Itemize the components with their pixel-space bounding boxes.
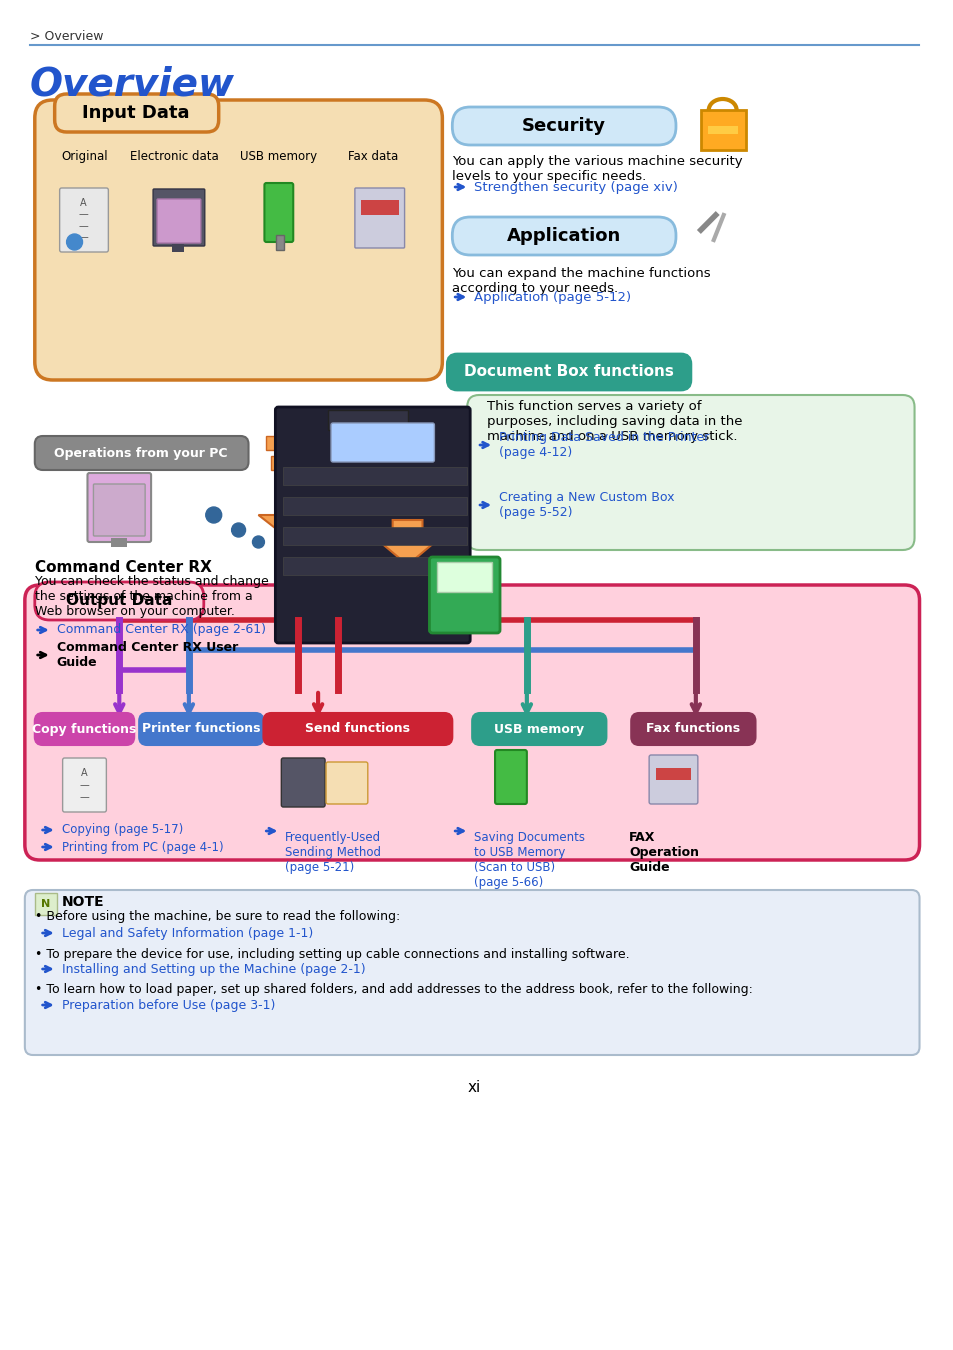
Bar xyxy=(707,126,737,134)
Text: You can apply the various machine security
levels to your specific needs.: You can apply the various machine securi… xyxy=(452,155,742,184)
FancyBboxPatch shape xyxy=(157,198,200,243)
Circle shape xyxy=(253,536,264,548)
Text: Document Box functions: Document Box functions xyxy=(463,364,673,379)
FancyBboxPatch shape xyxy=(275,406,470,643)
FancyBboxPatch shape xyxy=(447,354,690,390)
FancyBboxPatch shape xyxy=(88,472,151,541)
Bar xyxy=(271,456,315,470)
Text: A
—
—
—: A — — — xyxy=(78,197,89,243)
FancyBboxPatch shape xyxy=(281,757,325,807)
Circle shape xyxy=(232,522,245,537)
Bar xyxy=(436,562,492,593)
Text: Fax data: Fax data xyxy=(347,150,397,163)
Text: Overview: Overview xyxy=(30,65,234,103)
Text: Preparation before Use (page 3-1): Preparation before Use (page 3-1) xyxy=(62,999,274,1011)
Polygon shape xyxy=(377,520,436,566)
FancyBboxPatch shape xyxy=(63,757,106,811)
Bar xyxy=(112,539,127,547)
Bar xyxy=(360,200,398,215)
Text: Original: Original xyxy=(61,150,108,163)
FancyBboxPatch shape xyxy=(452,217,676,255)
Text: Input Data: Input Data xyxy=(82,104,190,122)
Text: Copy functions: Copy functions xyxy=(32,722,136,736)
Text: > Overview: > Overview xyxy=(30,30,103,43)
Bar xyxy=(283,467,467,485)
Text: Creating a New Custom Box
(page 5-52): Creating a New Custom Box (page 5-52) xyxy=(498,491,674,518)
Bar xyxy=(34,892,56,915)
Bar xyxy=(328,410,407,431)
Text: Installing and Setting up the Machine (page 2-1): Installing and Setting up the Machine (p… xyxy=(62,963,365,976)
Text: xi: xi xyxy=(467,1080,480,1095)
FancyBboxPatch shape xyxy=(495,751,526,805)
FancyBboxPatch shape xyxy=(54,95,218,132)
Bar xyxy=(656,768,690,780)
Text: Command Center RX User
Guide: Command Center RX User Guide xyxy=(56,641,237,670)
Text: Electronic data: Electronic data xyxy=(130,150,218,163)
Text: Application (page 5-12): Application (page 5-12) xyxy=(474,290,631,304)
Text: NOTE: NOTE xyxy=(62,895,104,909)
Text: Output Data: Output Data xyxy=(66,594,172,609)
Text: Strengthen security (page xiv): Strengthen security (page xiv) xyxy=(474,181,678,193)
Bar xyxy=(172,244,184,252)
FancyBboxPatch shape xyxy=(34,436,249,470)
FancyBboxPatch shape xyxy=(25,585,919,860)
Bar xyxy=(276,235,284,250)
Text: A
—
—: A — — xyxy=(79,768,90,802)
Text: Frequently-Used
Sending Method
(page 5-21): Frequently-Used Sending Method (page 5-2… xyxy=(285,832,381,873)
Text: This function serves a variety of
purposes, including saving data in the
machine: This function serves a variety of purpos… xyxy=(487,400,741,443)
FancyBboxPatch shape xyxy=(152,189,205,246)
Bar xyxy=(283,497,467,514)
FancyBboxPatch shape xyxy=(355,188,404,248)
FancyBboxPatch shape xyxy=(34,100,442,379)
Circle shape xyxy=(67,234,82,250)
Text: Printing from PC (page 4-1): Printing from PC (page 4-1) xyxy=(62,841,223,853)
FancyBboxPatch shape xyxy=(263,713,452,745)
Text: • Before using the machine, be sure to read the following:: • Before using the machine, be sure to r… xyxy=(34,910,399,923)
FancyBboxPatch shape xyxy=(472,713,606,745)
FancyBboxPatch shape xyxy=(139,713,263,745)
Bar xyxy=(283,558,467,575)
FancyBboxPatch shape xyxy=(25,890,919,1054)
FancyBboxPatch shape xyxy=(648,755,697,805)
Text: Operations from your PC: Operations from your PC xyxy=(54,447,228,459)
Text: Send functions: Send functions xyxy=(305,722,410,736)
Text: Application: Application xyxy=(506,227,620,244)
Text: Legal and Safety Information (page 1-1): Legal and Safety Information (page 1-1) xyxy=(62,926,313,940)
Text: • To learn how to load paper, set up shared folders, and add addresses to the ad: • To learn how to load paper, set up sha… xyxy=(34,983,752,996)
Text: Copying (page 5-17): Copying (page 5-17) xyxy=(62,824,183,837)
Text: You can check the status and change
the settings of the machine from a
Web brows: You can check the status and change the … xyxy=(34,575,268,618)
FancyBboxPatch shape xyxy=(631,713,755,745)
Text: USB memory: USB memory xyxy=(494,722,584,736)
Text: You can expand the machine functions
according to your needs.: You can expand the machine functions acc… xyxy=(452,267,710,296)
FancyBboxPatch shape xyxy=(93,485,145,536)
FancyBboxPatch shape xyxy=(34,713,134,745)
Text: Saving Documents
to USB Memory
(Scan to USB)
(page 5-66): Saving Documents to USB Memory (Scan to … xyxy=(474,832,584,890)
Text: Command Center RX (page 2-61): Command Center RX (page 2-61) xyxy=(56,624,265,636)
Text: USB memory: USB memory xyxy=(239,150,316,163)
Bar xyxy=(700,109,745,150)
FancyBboxPatch shape xyxy=(60,188,109,252)
Circle shape xyxy=(206,508,221,522)
FancyBboxPatch shape xyxy=(467,396,914,549)
Text: Printer functions: Printer functions xyxy=(142,722,260,736)
Text: Printing Data Saved in the Printer
(page 4-12): Printing Data Saved in the Printer (page… xyxy=(498,431,708,459)
Text: FAX
Operation
Guide: FAX Operation Guide xyxy=(629,832,699,873)
Bar xyxy=(266,436,321,450)
FancyBboxPatch shape xyxy=(331,423,434,462)
FancyBboxPatch shape xyxy=(429,558,499,633)
Text: N: N xyxy=(41,899,51,909)
FancyBboxPatch shape xyxy=(452,107,676,144)
FancyBboxPatch shape xyxy=(264,184,293,242)
FancyBboxPatch shape xyxy=(326,761,368,805)
Bar xyxy=(283,526,467,545)
Text: • To prepare the device for use, including setting up cable connections and inst: • To prepare the device for use, includi… xyxy=(34,948,629,961)
Polygon shape xyxy=(258,485,348,549)
Text: Fax functions: Fax functions xyxy=(645,722,740,736)
Text: Command Center RX: Command Center RX xyxy=(34,560,212,575)
FancyBboxPatch shape xyxy=(34,582,204,620)
Bar xyxy=(276,477,311,490)
Text: Security: Security xyxy=(521,117,605,135)
